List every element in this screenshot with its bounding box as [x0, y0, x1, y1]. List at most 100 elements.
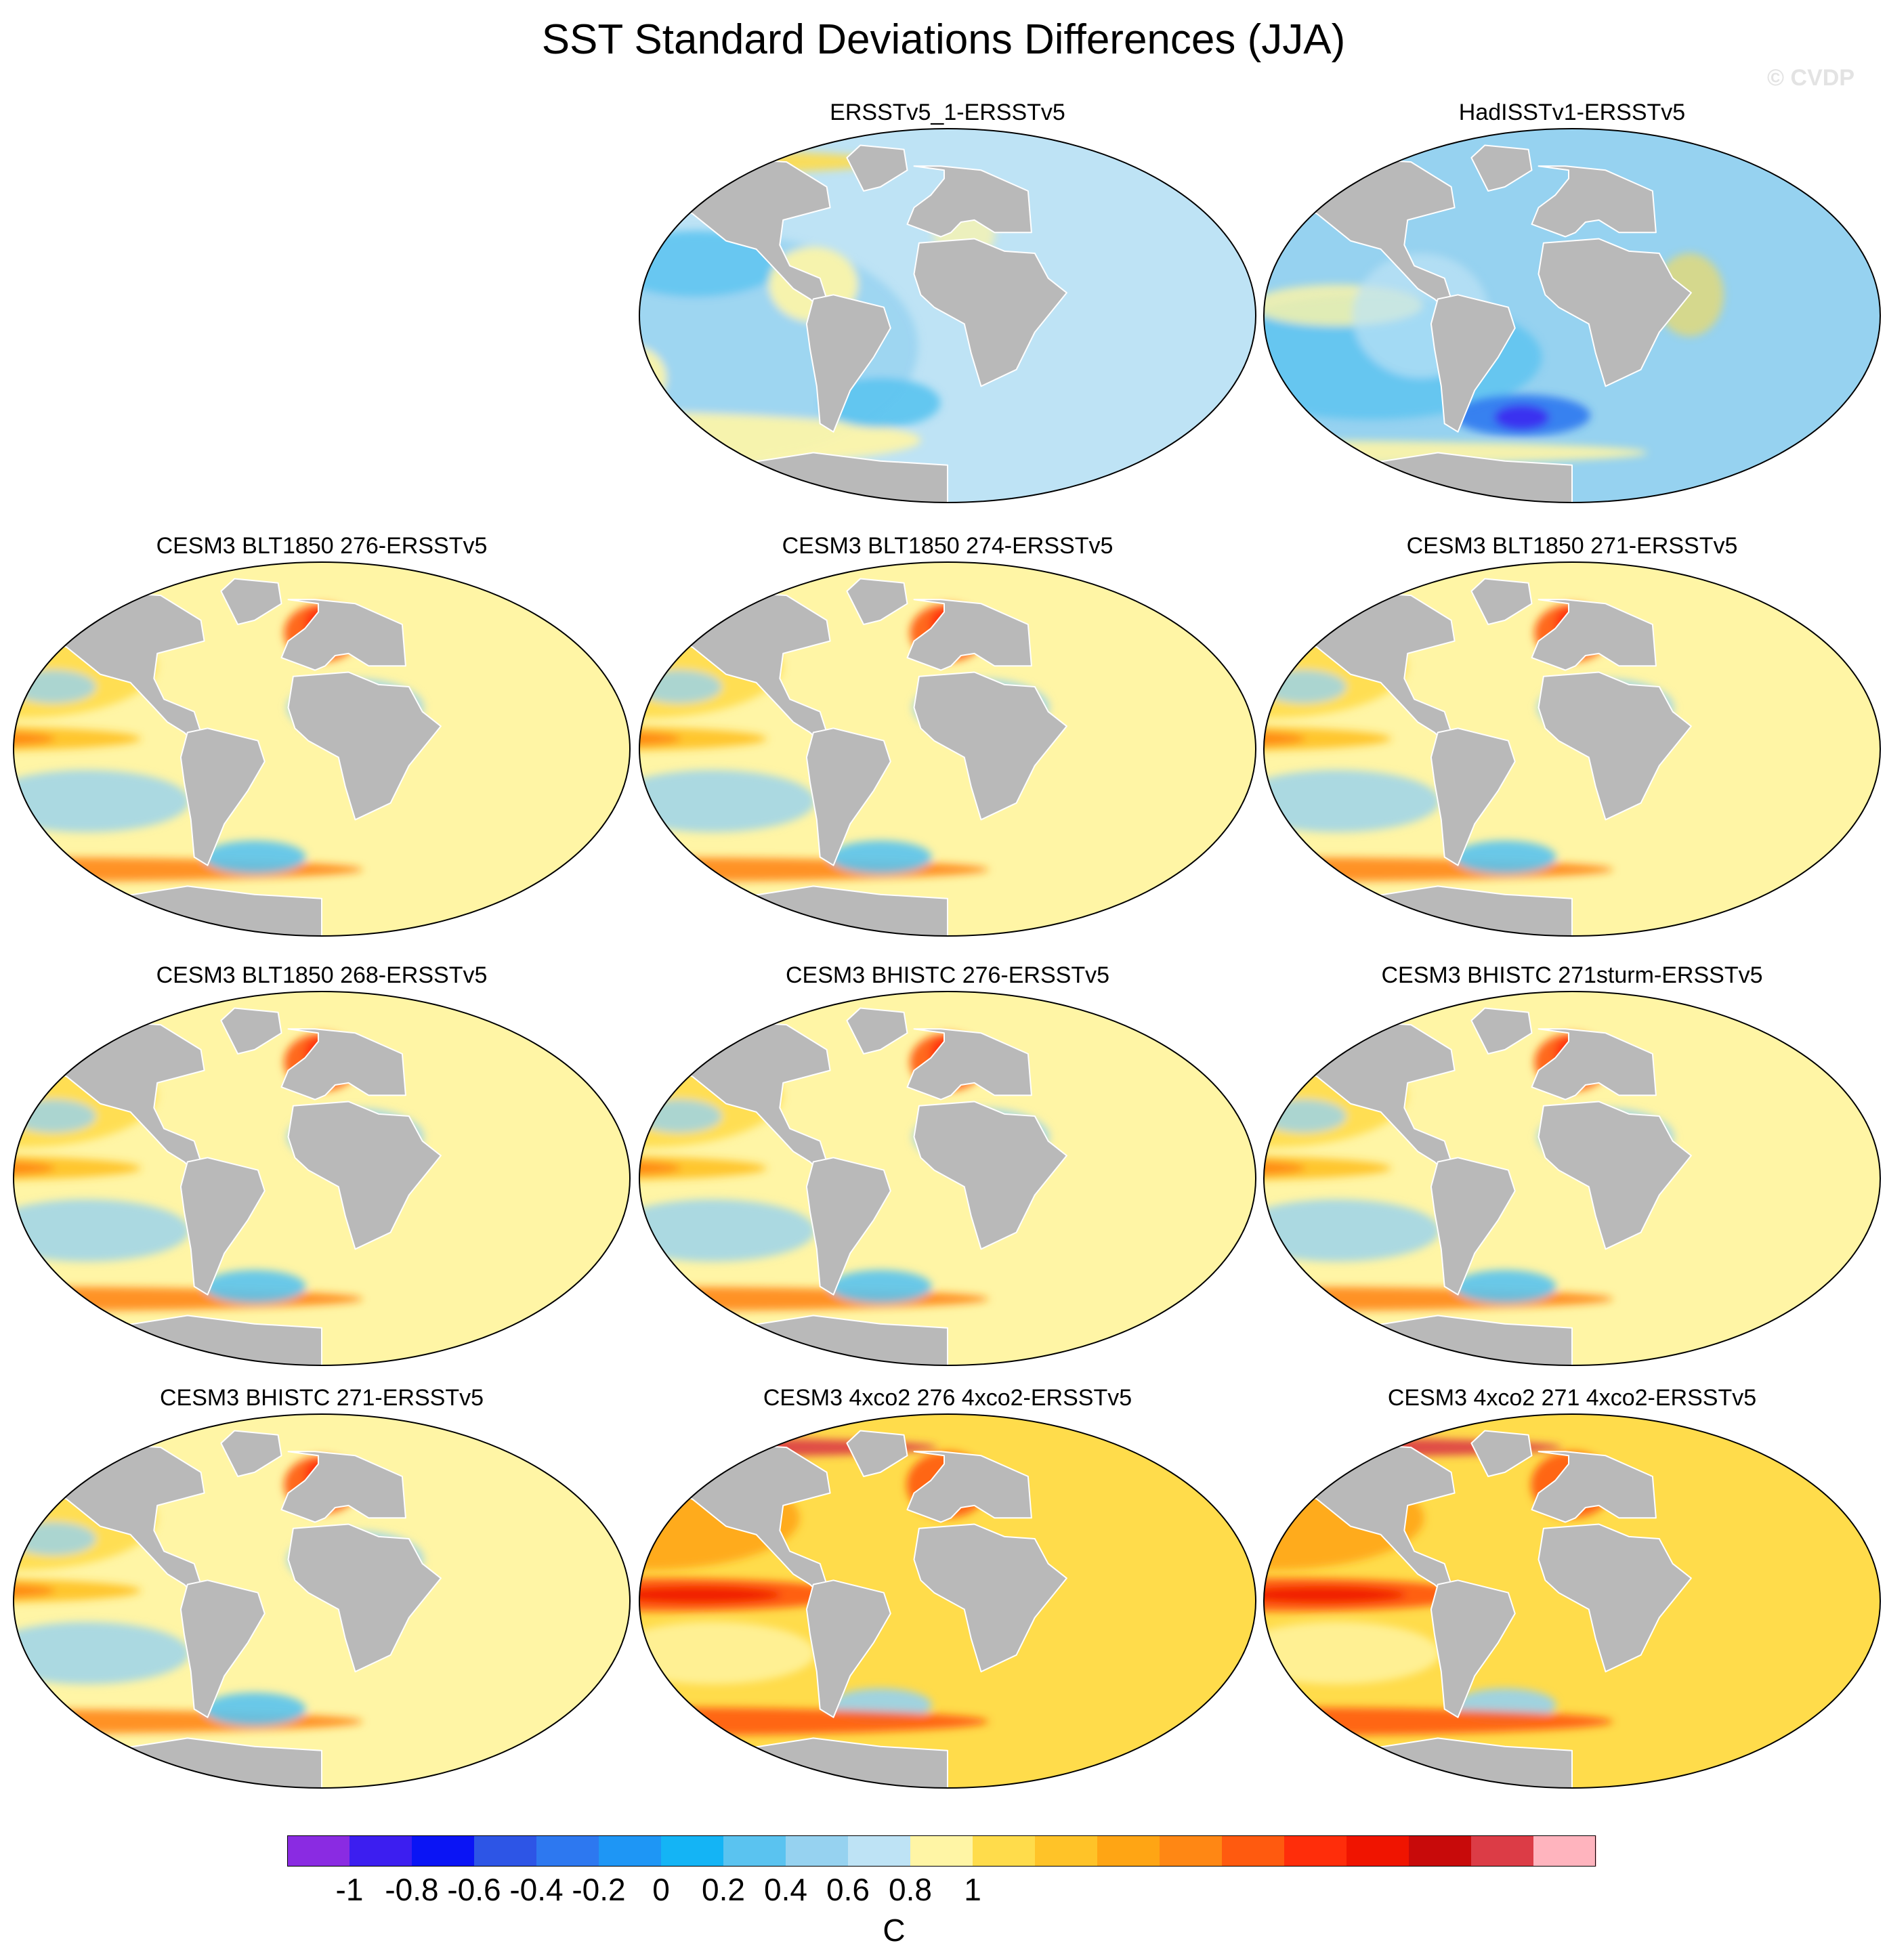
anomaly-region: [639, 726, 767, 752]
anomaly-region: [1264, 670, 1347, 704]
anomaly-region: [829, 1270, 932, 1303]
anomaly-region: [1264, 1199, 1440, 1262]
anomaly-region: [639, 1155, 767, 1181]
panel-title: CESM3 BLT1850 268-ERSSTv5: [156, 962, 488, 988]
africa-landmass: [913, 238, 1067, 387]
anomaly-region: [639, 1707, 989, 1737]
map-border: [639, 1413, 1256, 1789]
south-america-landmass: [805, 727, 891, 866]
map-border: [639, 991, 1256, 1366]
anomaly-region: [639, 670, 722, 704]
europe-landmass: [906, 599, 1032, 671]
colorbar-swatch: [1533, 1835, 1596, 1867]
anomaly-region: [1264, 1621, 1440, 1684]
south-america-landmass: [805, 1579, 891, 1718]
robinson-map: [13, 561, 631, 937]
anomaly-region: [639, 1586, 782, 1604]
map-field: [14, 562, 630, 936]
colorbar-tick-label: -0.2: [572, 1872, 626, 1907]
map-border: [13, 561, 631, 937]
anomaly-region: [1264, 151, 1356, 169]
anomaly-region: [1264, 191, 1273, 274]
robinson-map: [639, 128, 1256, 503]
anomaly-region: [1264, 1286, 1613, 1312]
anomaly-region: [14, 1621, 190, 1684]
map-border: [1263, 128, 1881, 503]
colorbar-swatch: [349, 1835, 412, 1867]
colorbar-swatch: [412, 1835, 475, 1867]
colorbar-swatch: [1222, 1835, 1285, 1867]
map-field: [639, 562, 1256, 936]
map-border: [1263, 561, 1881, 937]
anomaly-region: [639, 1099, 722, 1133]
europe-landmass: [1531, 165, 1657, 238]
greenland-landmass: [846, 578, 908, 625]
panel-title: ERSSTv5_1-ERSSTv5: [830, 100, 1065, 125]
anomaly-region: [1264, 1294, 1273, 1312]
robinson-map: [1263, 991, 1881, 1366]
colorbar-swatch: [287, 1835, 350, 1867]
europe-landmass: [906, 1451, 1032, 1523]
anomaly-region: [639, 411, 921, 469]
anomaly-region: [14, 1099, 96, 1133]
colorbar-swatch: [1347, 1835, 1409, 1867]
anomaly-region: [14, 1199, 190, 1262]
europe-landmass: [906, 165, 1032, 238]
colorbar-swatch: [848, 1835, 911, 1867]
europe-landmass: [1531, 599, 1657, 671]
map-field: [1264, 562, 1880, 936]
greenland-landmass: [1470, 578, 1533, 625]
greenland-landmass: [1470, 1430, 1533, 1477]
anomaly-region: [829, 840, 932, 874]
africa-landmass: [287, 1101, 442, 1250]
greenland-landmass: [846, 144, 908, 192]
colorbar-tick-label: -0.8: [385, 1872, 439, 1907]
map-panel: ERSSTv5_1-ERSSTv5: [637, 99, 1258, 505]
anomaly-region: [14, 1286, 363, 1312]
south-america-landmass: [1430, 1157, 1516, 1296]
colorbar-tick-label: 0.4: [764, 1872, 807, 1907]
anomaly-region: [14, 857, 363, 882]
anomaly-region: [14, 1709, 363, 1734]
south-america-landmass: [1430, 294, 1516, 433]
anomaly-region: [14, 1155, 142, 1181]
colorbar-tick-label: 0: [652, 1872, 670, 1907]
colorbar-swatch: [786, 1835, 849, 1867]
africa-landmass: [913, 1523, 1067, 1673]
map-border: [1263, 1413, 1881, 1789]
africa-landmass: [1538, 1101, 1692, 1250]
colorbar-tick-label: -0.4: [509, 1872, 564, 1907]
colorbar-swatch: [474, 1835, 537, 1867]
africa-landmass: [287, 671, 442, 821]
anomaly-region: [14, 1522, 96, 1556]
colorbar-tick-label: 0.2: [702, 1872, 745, 1907]
anomaly-region: [14, 726, 142, 752]
map-border: [1263, 991, 1881, 1366]
robinson-map: [1263, 561, 1881, 937]
map-panel: CESM3 BLT1850 268-ERSSTv5: [11, 962, 633, 1368]
anomaly-region: [1494, 404, 1550, 430]
greenland-landmass: [220, 1430, 282, 1477]
europe-landmass: [1531, 1028, 1657, 1101]
anomaly-region: [1264, 1707, 1613, 1737]
anomaly-region: [1264, 1717, 1306, 1734]
colorbar-swatch: [1284, 1835, 1347, 1867]
africa-landmass: [913, 1101, 1067, 1250]
south-america-landmass: [805, 1157, 891, 1296]
anomaly-region: [1264, 629, 1272, 670]
map-panel: CESM3 BHISTC 271-ERSSTv5: [11, 1384, 633, 1791]
map-panel: CESM3 BLT1850 271-ERSSTv5: [1261, 532, 1883, 939]
colorbar-swatch: [910, 1835, 973, 1867]
map-panel: CESM3 BLT1850 276-ERSSTv5: [11, 532, 633, 939]
south-america-landmass: [1430, 1579, 1516, 1718]
map-panel: CESM3 BHISTC 276-ERSSTv5: [637, 962, 1258, 1368]
colorbar-swatch: [599, 1835, 662, 1867]
map-panel: CESM3 BLT1850 274-ERSSTv5: [637, 532, 1258, 939]
map-border: [13, 1413, 631, 1789]
anomaly-region: [1264, 1480, 1272, 1522]
anomaly-region: [14, 769, 190, 832]
europe-landmass: [906, 1028, 1032, 1101]
anomaly-region: [1264, 1058, 1272, 1100]
anomaly-region: [203, 1270, 306, 1303]
europe-landmass: [1531, 1451, 1657, 1523]
